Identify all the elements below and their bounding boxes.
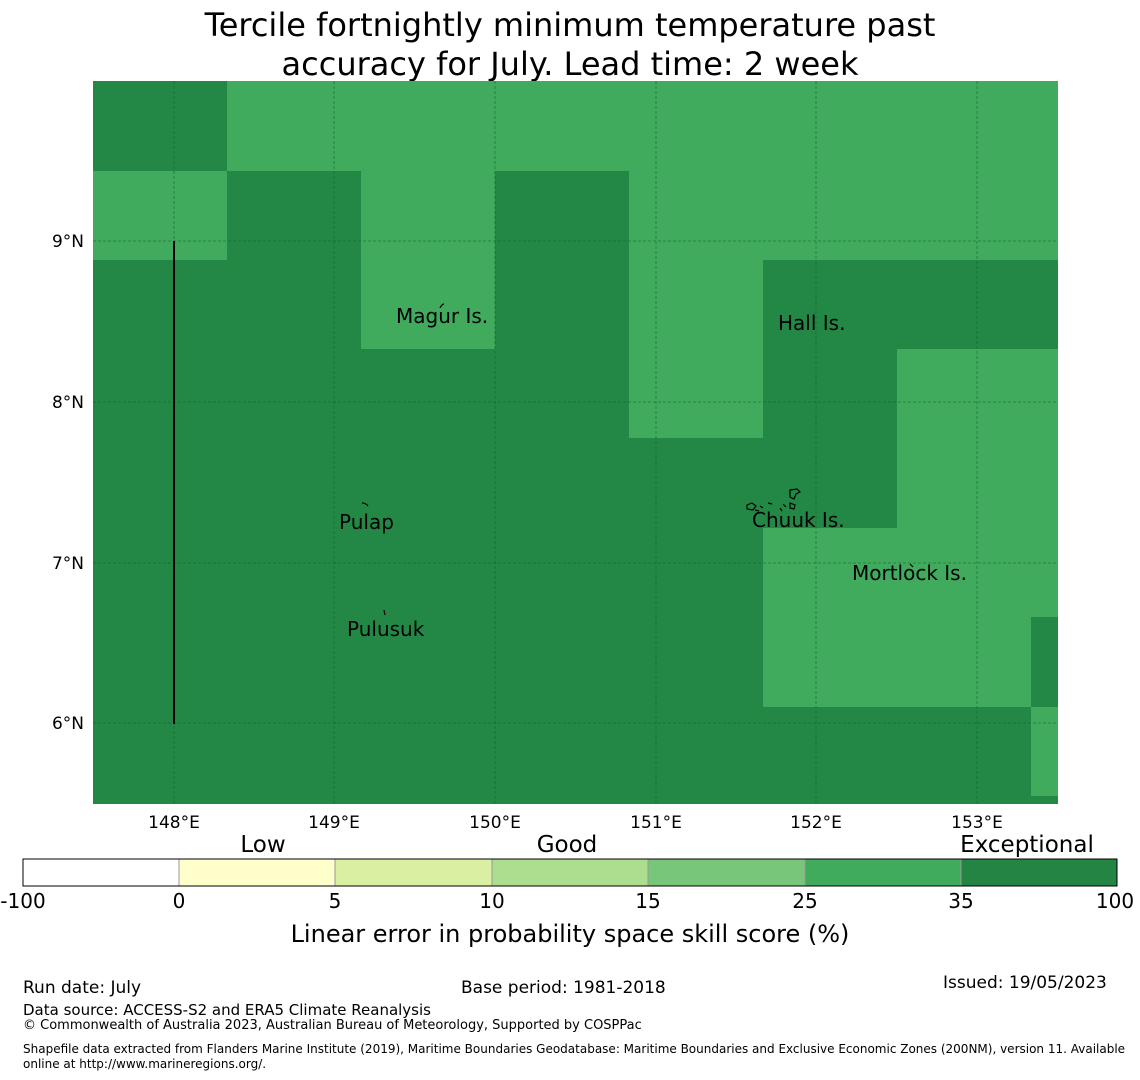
- run-date-text: Run date: July: [23, 978, 142, 998]
- colorbar-tick-label: 15: [635, 889, 660, 913]
- pulap-island-outline: [361, 502, 369, 507]
- colorbar-caption: Linear error in probability space skill …: [291, 920, 850, 948]
- map-title-line-1: Tercile fortnightly minimum temperature …: [204, 6, 936, 44]
- map-figure: 9°N 8°N 7°N 6°N 148°E 149°E 150°E 151°E …: [0, 81, 1134, 948]
- colorbar-segment: [961, 859, 1117, 886]
- lat-tick-label: 8°N: [52, 393, 84, 413]
- raster-cell-high: [763, 528, 1058, 617]
- longitude-axis: 148°E 149°E 150°E 151°E 152°E 153°E: [148, 813, 1003, 833]
- magur-island-outline: [439, 303, 445, 309]
- colorbar-segment: [805, 859, 961, 886]
- colorbar-category-exceptional: Exceptional: [960, 832, 1094, 858]
- map-title-line-2: accuracy for July. Lead time: 2 week: [281, 45, 859, 83]
- place-label-mortlock: Mortlock Is.: [852, 561, 967, 585]
- colorbar-segment: [648, 859, 805, 886]
- skill-score-raster: [93, 81, 1058, 804]
- colorbar-tick-label: 0: [173, 889, 186, 913]
- raster-cell-high: [763, 617, 1031, 707]
- place-labels: Magur Is. Hall Is. Pulap Chuuk Is. Mortl…: [339, 304, 967, 641]
- raster-cell-high: [361, 171, 495, 349]
- copyright-text: © Commonwealth of Australia 2023, Austra…: [23, 1018, 642, 1033]
- lon-tick-label: 151°E: [630, 813, 682, 833]
- data-source-text: Data source: ACCESS-S2 and ERA5 Climate …: [23, 1001, 431, 1019]
- colorbar-category-good: Good: [537, 832, 598, 858]
- colorbar-tick-label: 35: [948, 889, 973, 913]
- raster-cell-high: [93, 171, 227, 260]
- raster-cell-high: [1031, 707, 1058, 796]
- colorbar-segment: [179, 859, 335, 886]
- colorbar-tick-label: -100: [0, 889, 45, 913]
- place-label-pulap: Pulap: [339, 510, 394, 534]
- island-outlines: [361, 303, 914, 616]
- colorbar-tick-label: 25: [792, 889, 817, 913]
- base-period-text: Base period: 1981-2018: [461, 978, 666, 998]
- chuuk-lagoon-outline: [789, 488, 802, 500]
- lon-tick-label: 153°E: [951, 813, 1003, 833]
- colorbar-segment: [335, 859, 492, 886]
- lon-tick-label: 152°E: [790, 813, 842, 833]
- lat-tick-label: 6°N: [52, 714, 84, 734]
- lon-tick-label: 149°E: [308, 813, 360, 833]
- raster-cell-high: [227, 81, 1058, 171]
- colorbar-segment: [23, 859, 179, 886]
- lat-tick-label: 9°N: [52, 232, 84, 252]
- place-label-pulusuk: Pulusuk: [347, 617, 425, 641]
- lat-tick-label: 7°N: [52, 554, 84, 574]
- raster-cell-high: [629, 171, 1058, 260]
- place-label-magur: Magur Is.: [396, 304, 488, 328]
- place-label-chuuk: Chuuk Is.: [752, 508, 845, 532]
- pulusuk-island-outline: [383, 609, 386, 616]
- mortlock-island-outline: [909, 563, 914, 568]
- chuuk-islets-outline: [746, 502, 796, 512]
- colorbar-segment: [492, 859, 648, 886]
- colorbar: Low Good Exceptional -100 0 5 10 15 25 3…: [0, 832, 1134, 948]
- colorbar-tick-label: 10: [479, 889, 504, 913]
- colorbar-frame: [22, 858, 1118, 887]
- colorbar-tick-label: 5: [329, 889, 342, 913]
- latitude-axis: 9°N 8°N 7°N 6°N: [52, 232, 84, 734]
- colorbar-category-low: Low: [240, 832, 285, 858]
- shapefile-credit-text: Shapefile data extracted from Flanders M…: [23, 1042, 1126, 1071]
- lon-tick-label: 148°E: [148, 813, 200, 833]
- colorbar-tick-label: 100: [1096, 889, 1134, 913]
- place-label-hall: Hall Is.: [778, 311, 845, 335]
- raster-cell-high: [897, 349, 1058, 528]
- issued-date-text: Issued: 19/05/2023: [943, 973, 1107, 993]
- graticule: [93, 81, 1058, 804]
- lon-tick-label: 150°E: [469, 813, 521, 833]
- raster-cell-high: [629, 260, 763, 438]
